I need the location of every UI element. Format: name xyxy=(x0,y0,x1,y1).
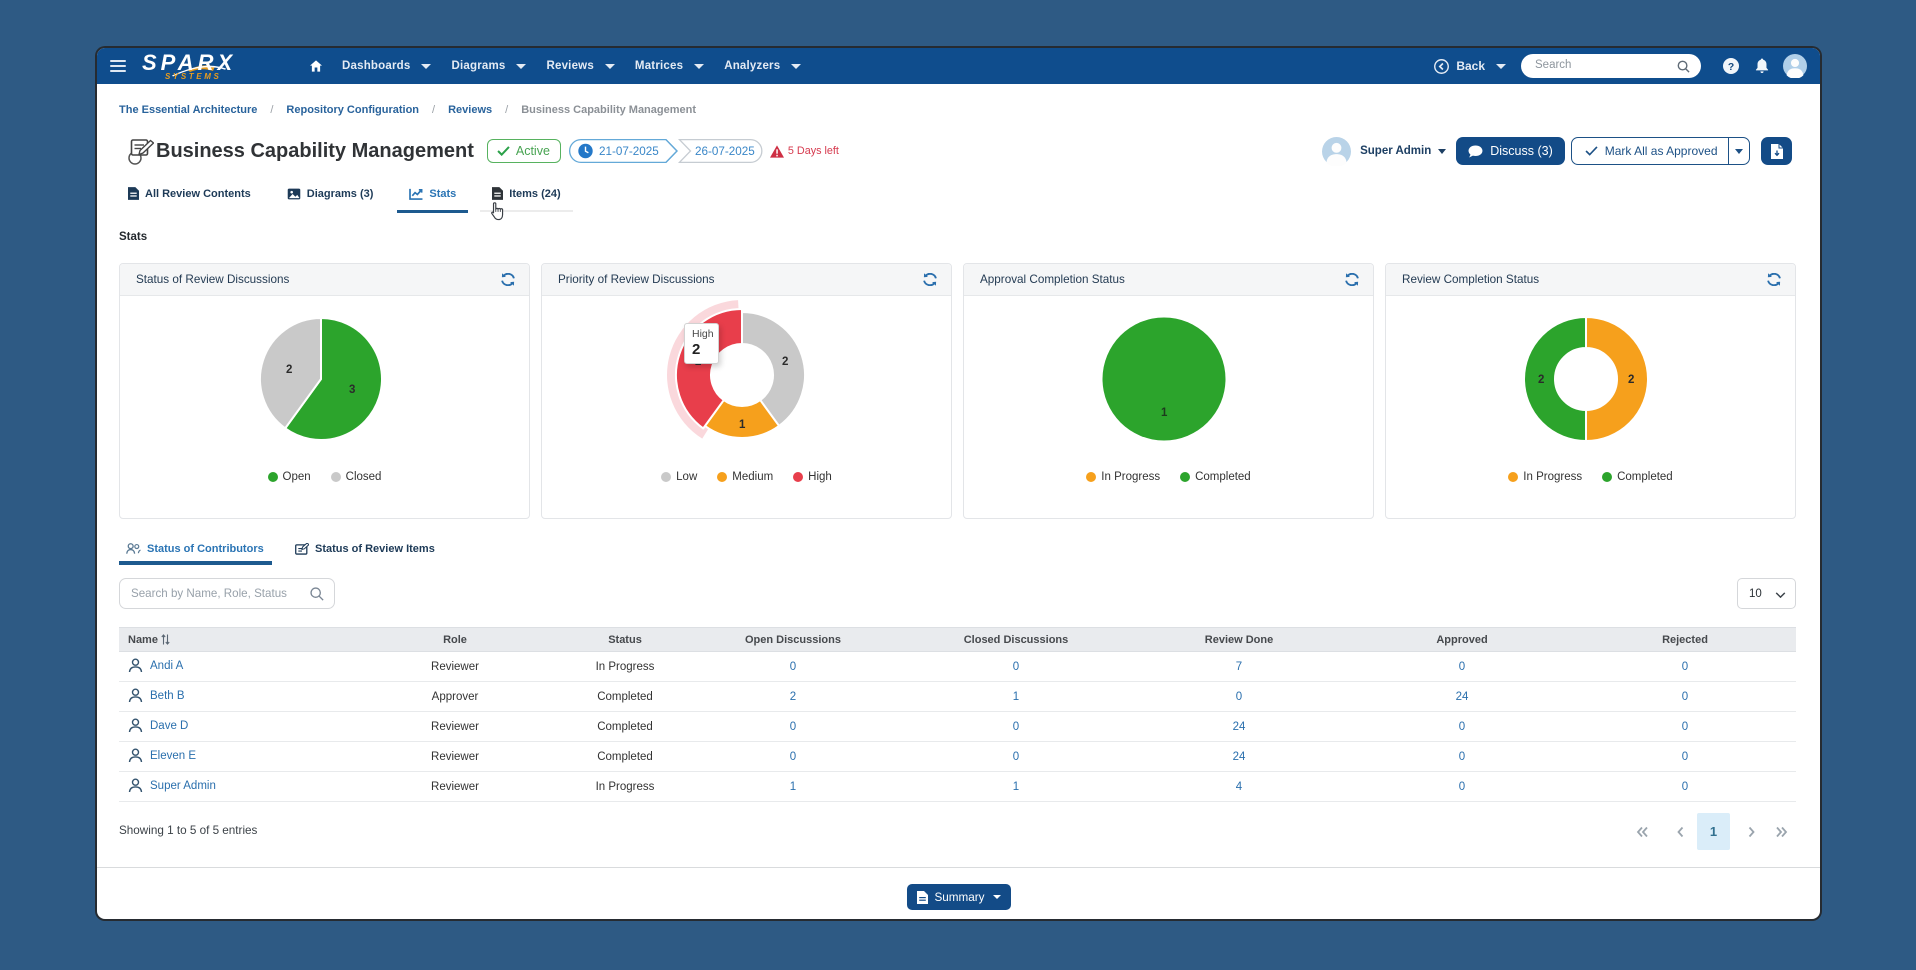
svg-text:26-07-2025: 26-07-2025 xyxy=(695,145,755,158)
svg-text:SPARX: SPARX xyxy=(142,52,236,75)
svg-text:1: 1 xyxy=(1161,407,1168,419)
svg-text:2: 2 xyxy=(1628,374,1634,386)
svg-text:2: 2 xyxy=(286,364,292,376)
svg-text:SYSTEMS: SYSTEMS xyxy=(165,72,221,80)
svg-text:21-07-2025: 21-07-2025 xyxy=(599,145,659,158)
svg-text:2: 2 xyxy=(782,356,788,368)
svg-text:3: 3 xyxy=(349,384,355,396)
svg-text:?: ? xyxy=(1728,62,1734,73)
svg-text:2: 2 xyxy=(1538,374,1544,386)
svg-text:1: 1 xyxy=(739,419,746,431)
